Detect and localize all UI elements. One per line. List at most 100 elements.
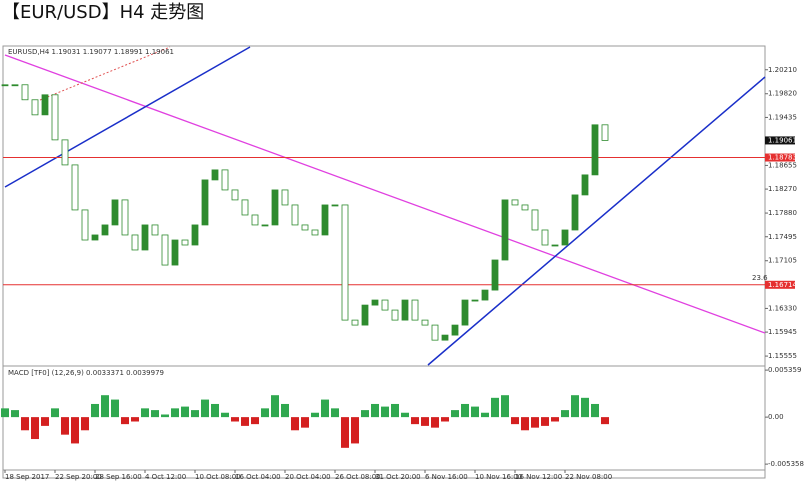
candle xyxy=(241,199,249,216)
candle xyxy=(361,304,369,326)
macd-bar xyxy=(221,412,229,418)
macd-bar xyxy=(201,399,209,418)
macd-bar xyxy=(241,417,249,426)
macd-bar xyxy=(491,397,499,418)
macd-bar xyxy=(431,417,439,428)
macd-bar xyxy=(251,417,259,425)
macd-bar xyxy=(391,403,399,418)
y-tick-label: 1.20210 xyxy=(768,66,797,74)
candle xyxy=(81,209,89,241)
candle xyxy=(151,224,159,236)
macd-bar xyxy=(81,417,89,431)
macd-bar xyxy=(321,399,329,418)
candle xyxy=(101,224,109,236)
level-box xyxy=(765,153,795,162)
x-tick-label: 22 Sep 20:00 xyxy=(55,473,102,481)
macd-header: MACD [TF0] (12,26,9) 0.0033371 0.0039979 xyxy=(8,369,164,377)
price-box xyxy=(765,136,795,145)
macd-bar xyxy=(301,417,309,428)
y-tick-label: 1.15945 xyxy=(768,328,797,336)
candle xyxy=(251,214,259,226)
x-tick-label: 6 Nov 16:00 xyxy=(425,473,468,481)
x-tick-label: 31 Oct 20:00 xyxy=(375,473,421,481)
trend-line xyxy=(427,76,766,366)
candle xyxy=(211,169,219,181)
candle xyxy=(71,164,79,211)
macd-bar xyxy=(1,408,9,418)
macd-bar xyxy=(261,408,269,418)
macd-bar xyxy=(231,417,239,422)
candle xyxy=(521,204,529,211)
candle xyxy=(311,229,319,236)
macd-bar xyxy=(601,417,609,425)
macd-bar xyxy=(191,410,199,418)
y-tick-label: 1.18655 xyxy=(768,161,797,169)
macd-bar xyxy=(451,410,459,418)
macd-bar xyxy=(481,412,489,418)
macd-bar xyxy=(511,417,519,425)
macd-bar xyxy=(51,408,59,418)
candle xyxy=(541,229,549,246)
macd-bar xyxy=(521,417,529,431)
y-tick-label: 1.17880 xyxy=(768,209,797,217)
candle xyxy=(11,84,19,87)
macd-bar xyxy=(421,417,429,426)
macd-tick-label: -0.005358 xyxy=(768,460,804,468)
x-tick-label: 4 Oct 12:00 xyxy=(145,473,186,481)
x-tick-label: 18 Sep 2017 xyxy=(5,473,49,481)
candle xyxy=(491,259,499,291)
candle xyxy=(111,199,119,226)
level-label: 1.18783 xyxy=(768,154,797,162)
candle xyxy=(301,224,309,231)
candle xyxy=(181,239,189,246)
trend-line xyxy=(4,54,766,334)
macd-bar xyxy=(131,417,139,422)
candle xyxy=(261,224,269,227)
candle xyxy=(561,229,569,246)
candle xyxy=(391,309,399,321)
dotted-line xyxy=(39,46,171,101)
candle xyxy=(91,234,99,241)
y-tick-label: 1.19820 xyxy=(768,90,797,98)
x-tick-label: 26 Oct 08:00 xyxy=(335,473,381,481)
macd-tick-label: 0.00 xyxy=(768,413,784,421)
candle xyxy=(51,94,59,141)
macd-bar xyxy=(471,406,479,418)
candle xyxy=(341,204,349,321)
candle xyxy=(501,199,509,261)
candle xyxy=(531,209,539,231)
candle xyxy=(551,244,559,247)
y-tick-label: 1.18270 xyxy=(768,185,797,193)
x-tick-label: 10 Nov 16:00 xyxy=(475,473,522,481)
candle xyxy=(41,94,49,116)
level-box xyxy=(765,280,795,289)
x-tick-label: 28 Sep 16:00 xyxy=(95,473,142,481)
candle xyxy=(451,324,459,336)
x-tick-label: 20 Oct 04:00 xyxy=(285,473,331,481)
macd-bar xyxy=(111,399,119,418)
candle xyxy=(271,189,279,226)
macd-bar xyxy=(21,417,29,431)
macd-bar xyxy=(411,417,419,425)
x-tick-label: 16 Nov 12:00 xyxy=(515,473,562,481)
macd-bar xyxy=(331,408,339,418)
macd-bar xyxy=(41,417,49,426)
y-tick-label: 1.15555 xyxy=(768,352,797,360)
candle xyxy=(121,199,129,236)
candle xyxy=(191,224,199,246)
macd-bar xyxy=(211,403,219,418)
macd-bar xyxy=(341,417,349,448)
macd-bar xyxy=(101,395,109,418)
candle xyxy=(511,199,519,206)
candle xyxy=(401,299,409,321)
candle xyxy=(461,299,469,326)
candle xyxy=(431,324,439,341)
x-tick-label: 10 Oct 08:00 xyxy=(195,473,241,481)
macd-tick-label: 0.005359 xyxy=(768,366,801,374)
macd-bar xyxy=(551,417,559,422)
macd-bar xyxy=(171,408,179,418)
candle xyxy=(321,204,329,236)
candle xyxy=(471,299,479,302)
frame xyxy=(2,45,766,479)
